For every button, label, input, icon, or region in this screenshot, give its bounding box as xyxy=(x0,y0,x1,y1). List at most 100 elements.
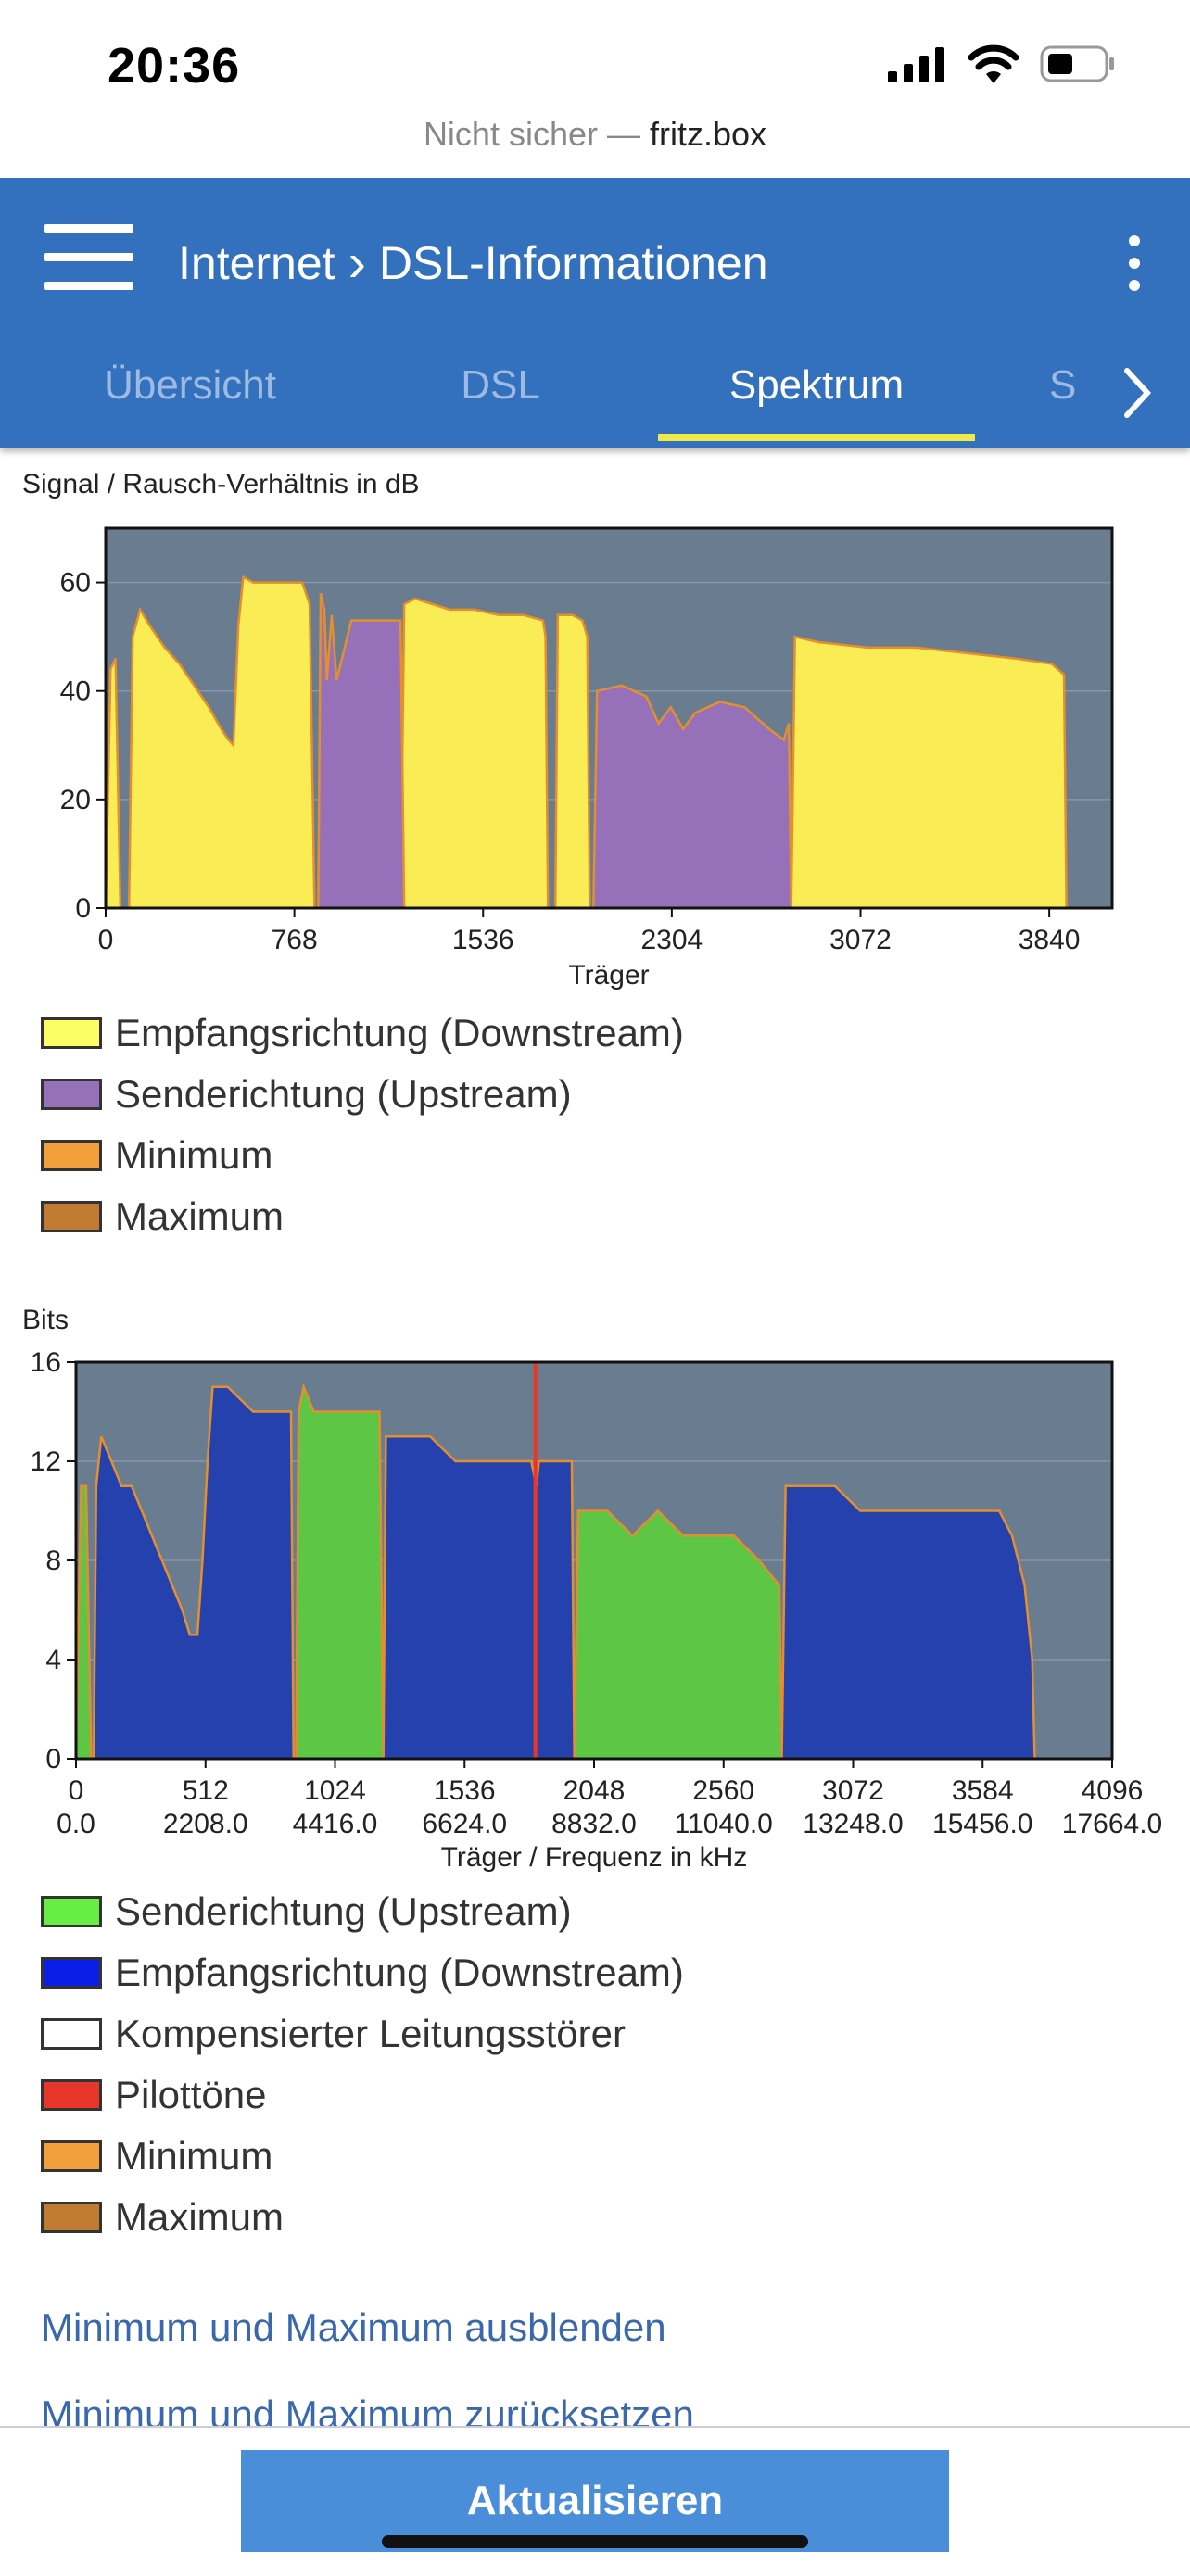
y-tick-label: 40 xyxy=(60,676,91,707)
minmax-line xyxy=(382,1435,576,1760)
legend-label: Minimum xyxy=(115,2134,273,2178)
series-area-0 xyxy=(106,658,120,908)
legend-label: Maximum xyxy=(115,1194,285,1238)
x-tick-label: 1536 xyxy=(434,1775,496,1806)
tab-dsl[interactable]: DSL xyxy=(461,362,540,408)
minmax-line xyxy=(92,1385,295,1760)
legend-swatch-downstream xyxy=(41,1957,102,1989)
x-tick-label-frequency: 17664.0 xyxy=(1062,1809,1162,1839)
legend-item: Minimum xyxy=(41,2126,684,2187)
x-tick-label: 0 xyxy=(69,1775,84,1806)
legend-item: Pilottöne xyxy=(41,2065,684,2126)
legend-swatch-upstream xyxy=(41,1079,102,1110)
x-axis-label: Träger xyxy=(568,960,649,991)
x-tick-label: 1536 xyxy=(452,925,514,955)
chart-title-bits: Bits xyxy=(22,1305,70,1335)
x-axis-label: Träger / Frequenz in kHz xyxy=(441,1842,748,1873)
series-area-1 xyxy=(593,685,791,908)
x-tick-label: 4096 xyxy=(1082,1775,1144,1806)
url-bar[interactable]: Nicht sicher — fritz.box xyxy=(0,115,1190,154)
x-tick-label: 3840 xyxy=(1019,925,1081,955)
bits-chart: 048121600.05122208.010244416.015366624.0… xyxy=(31,1347,1163,1873)
legend-label: Pilottöne xyxy=(115,2073,267,2116)
breadcrumb-current: DSL-Informationen xyxy=(378,236,768,289)
x-tick-label: 0 xyxy=(98,925,114,955)
tab-next-partial[interactable]: S xyxy=(1049,362,1077,408)
more-options-icon[interactable] xyxy=(1116,235,1153,291)
legend-label: Senderichtung (Upstream) xyxy=(115,1889,572,1933)
series-area-1 xyxy=(383,1436,575,1759)
breadcrumb-parent[interactable]: Internet xyxy=(178,236,335,289)
x-tick-label: 2560 xyxy=(692,1775,754,1806)
legend-swatch-downstream xyxy=(41,1017,102,1049)
legend-swatch-pilot xyxy=(41,2079,102,2111)
cellular-signal-icon xyxy=(888,47,944,82)
series-area-0 xyxy=(791,637,1067,908)
legend-label: Minimum xyxy=(115,1133,273,1177)
series-area-0 xyxy=(400,599,549,908)
menu-icon[interactable] xyxy=(44,224,133,291)
y-tick-label: 0 xyxy=(45,1744,61,1774)
legend-label: Empfangsrichtung (Downstream) xyxy=(115,1951,684,1994)
url-security-label: Nicht sicher — xyxy=(423,115,650,153)
tab-spektrum[interactable]: Spektrum xyxy=(728,362,905,408)
legend-label: Empfangsrichtung (Downstream) xyxy=(115,1011,684,1054)
y-tick-label: 0 xyxy=(75,893,91,924)
x-tick-label-frequency: 11040.0 xyxy=(675,1809,773,1839)
wifi-icon xyxy=(968,44,1019,83)
minmax-line xyxy=(127,575,316,909)
y-tick-label: 60 xyxy=(60,568,91,599)
chevron-right-icon[interactable] xyxy=(1108,360,1164,424)
legend-item: Empfangsrichtung (Downstream) xyxy=(41,1942,684,2003)
y-tick-label: 20 xyxy=(60,785,91,815)
bits-legend: Senderichtung (Upstream) Empfangsrichtun… xyxy=(41,1881,684,2248)
app-header: Internet › DSL-Informationen Übersicht D… xyxy=(0,178,1190,448)
legend-item: Senderichtung (Upstream) xyxy=(41,1064,684,1125)
y-tick-label: 16 xyxy=(31,1347,61,1378)
x-tick-label-frequency: 15456.0 xyxy=(932,1809,1032,1839)
legend-label: Kompensierter Leitungsstörer xyxy=(115,2012,626,2055)
x-tick-label-frequency: 13248.0 xyxy=(803,1809,903,1839)
status-time: 20:36 xyxy=(108,38,241,94)
minmax-line xyxy=(399,597,550,909)
x-tick-label: 1024 xyxy=(304,1775,366,1806)
minmax-line xyxy=(317,593,406,909)
series-area-0 xyxy=(574,1510,782,1759)
legend-item: Minimum xyxy=(41,1125,684,1186)
home-indicator xyxy=(382,2535,808,2548)
legend-item: Maximum xyxy=(41,2187,684,2248)
legend-item: Senderichtung (Upstream) xyxy=(41,1881,684,1942)
x-tick-label: 512 xyxy=(183,1775,229,1806)
snr-chart: 0 20 40 60 0 768 1536 2304 3072 3840 Träger xyxy=(60,526,1114,991)
x-tick-label: 768 xyxy=(272,925,318,955)
battery-icon xyxy=(1040,45,1114,82)
legend-swatch-upstream xyxy=(41,1896,102,1927)
tab-uebersicht[interactable]: Übersicht xyxy=(104,362,276,408)
minmax-line xyxy=(553,613,591,909)
series-area-1 xyxy=(318,593,405,908)
legend-swatch-maximum xyxy=(41,1201,102,1232)
plot-border xyxy=(104,526,1114,910)
breadcrumb: Internet › DSL-Informationen xyxy=(178,232,768,294)
legend-item: Empfangsrichtung (Downstream) xyxy=(41,1003,684,1064)
legend-swatch-minimum xyxy=(41,2140,102,2172)
legend-swatch-minimum xyxy=(41,1140,102,1171)
series-area-0 xyxy=(296,1386,384,1759)
hide-minmax-link[interactable]: Minimum und Maximum ausblenden xyxy=(41,2305,666,2349)
minmax-line xyxy=(790,635,1068,909)
status-icons xyxy=(888,44,1116,83)
legend-swatch-compensated xyxy=(41,2018,102,2050)
series-area-0 xyxy=(555,614,590,908)
active-tab-indicator xyxy=(658,434,975,441)
x-tick-label-frequency: 2208.0 xyxy=(163,1809,248,1839)
y-tick-label: 8 xyxy=(45,1546,61,1576)
minmax-line xyxy=(592,684,792,909)
refresh-button[interactable]: Aktualisieren xyxy=(241,2450,949,2552)
bottom-bar: Aktualisieren xyxy=(0,2426,1190,2576)
url-host: fritz.box xyxy=(650,115,767,153)
x-tick-label-frequency: 0.0 xyxy=(57,1809,95,1839)
x-tick-label: 3072 xyxy=(822,1775,884,1806)
x-tick-label: 3072 xyxy=(829,925,892,955)
tab-bar: Übersicht DSL Spektrum S xyxy=(0,360,1190,448)
snr-legend: Empfangsrichtung (Downstream) Sendericht… xyxy=(41,1003,684,1247)
